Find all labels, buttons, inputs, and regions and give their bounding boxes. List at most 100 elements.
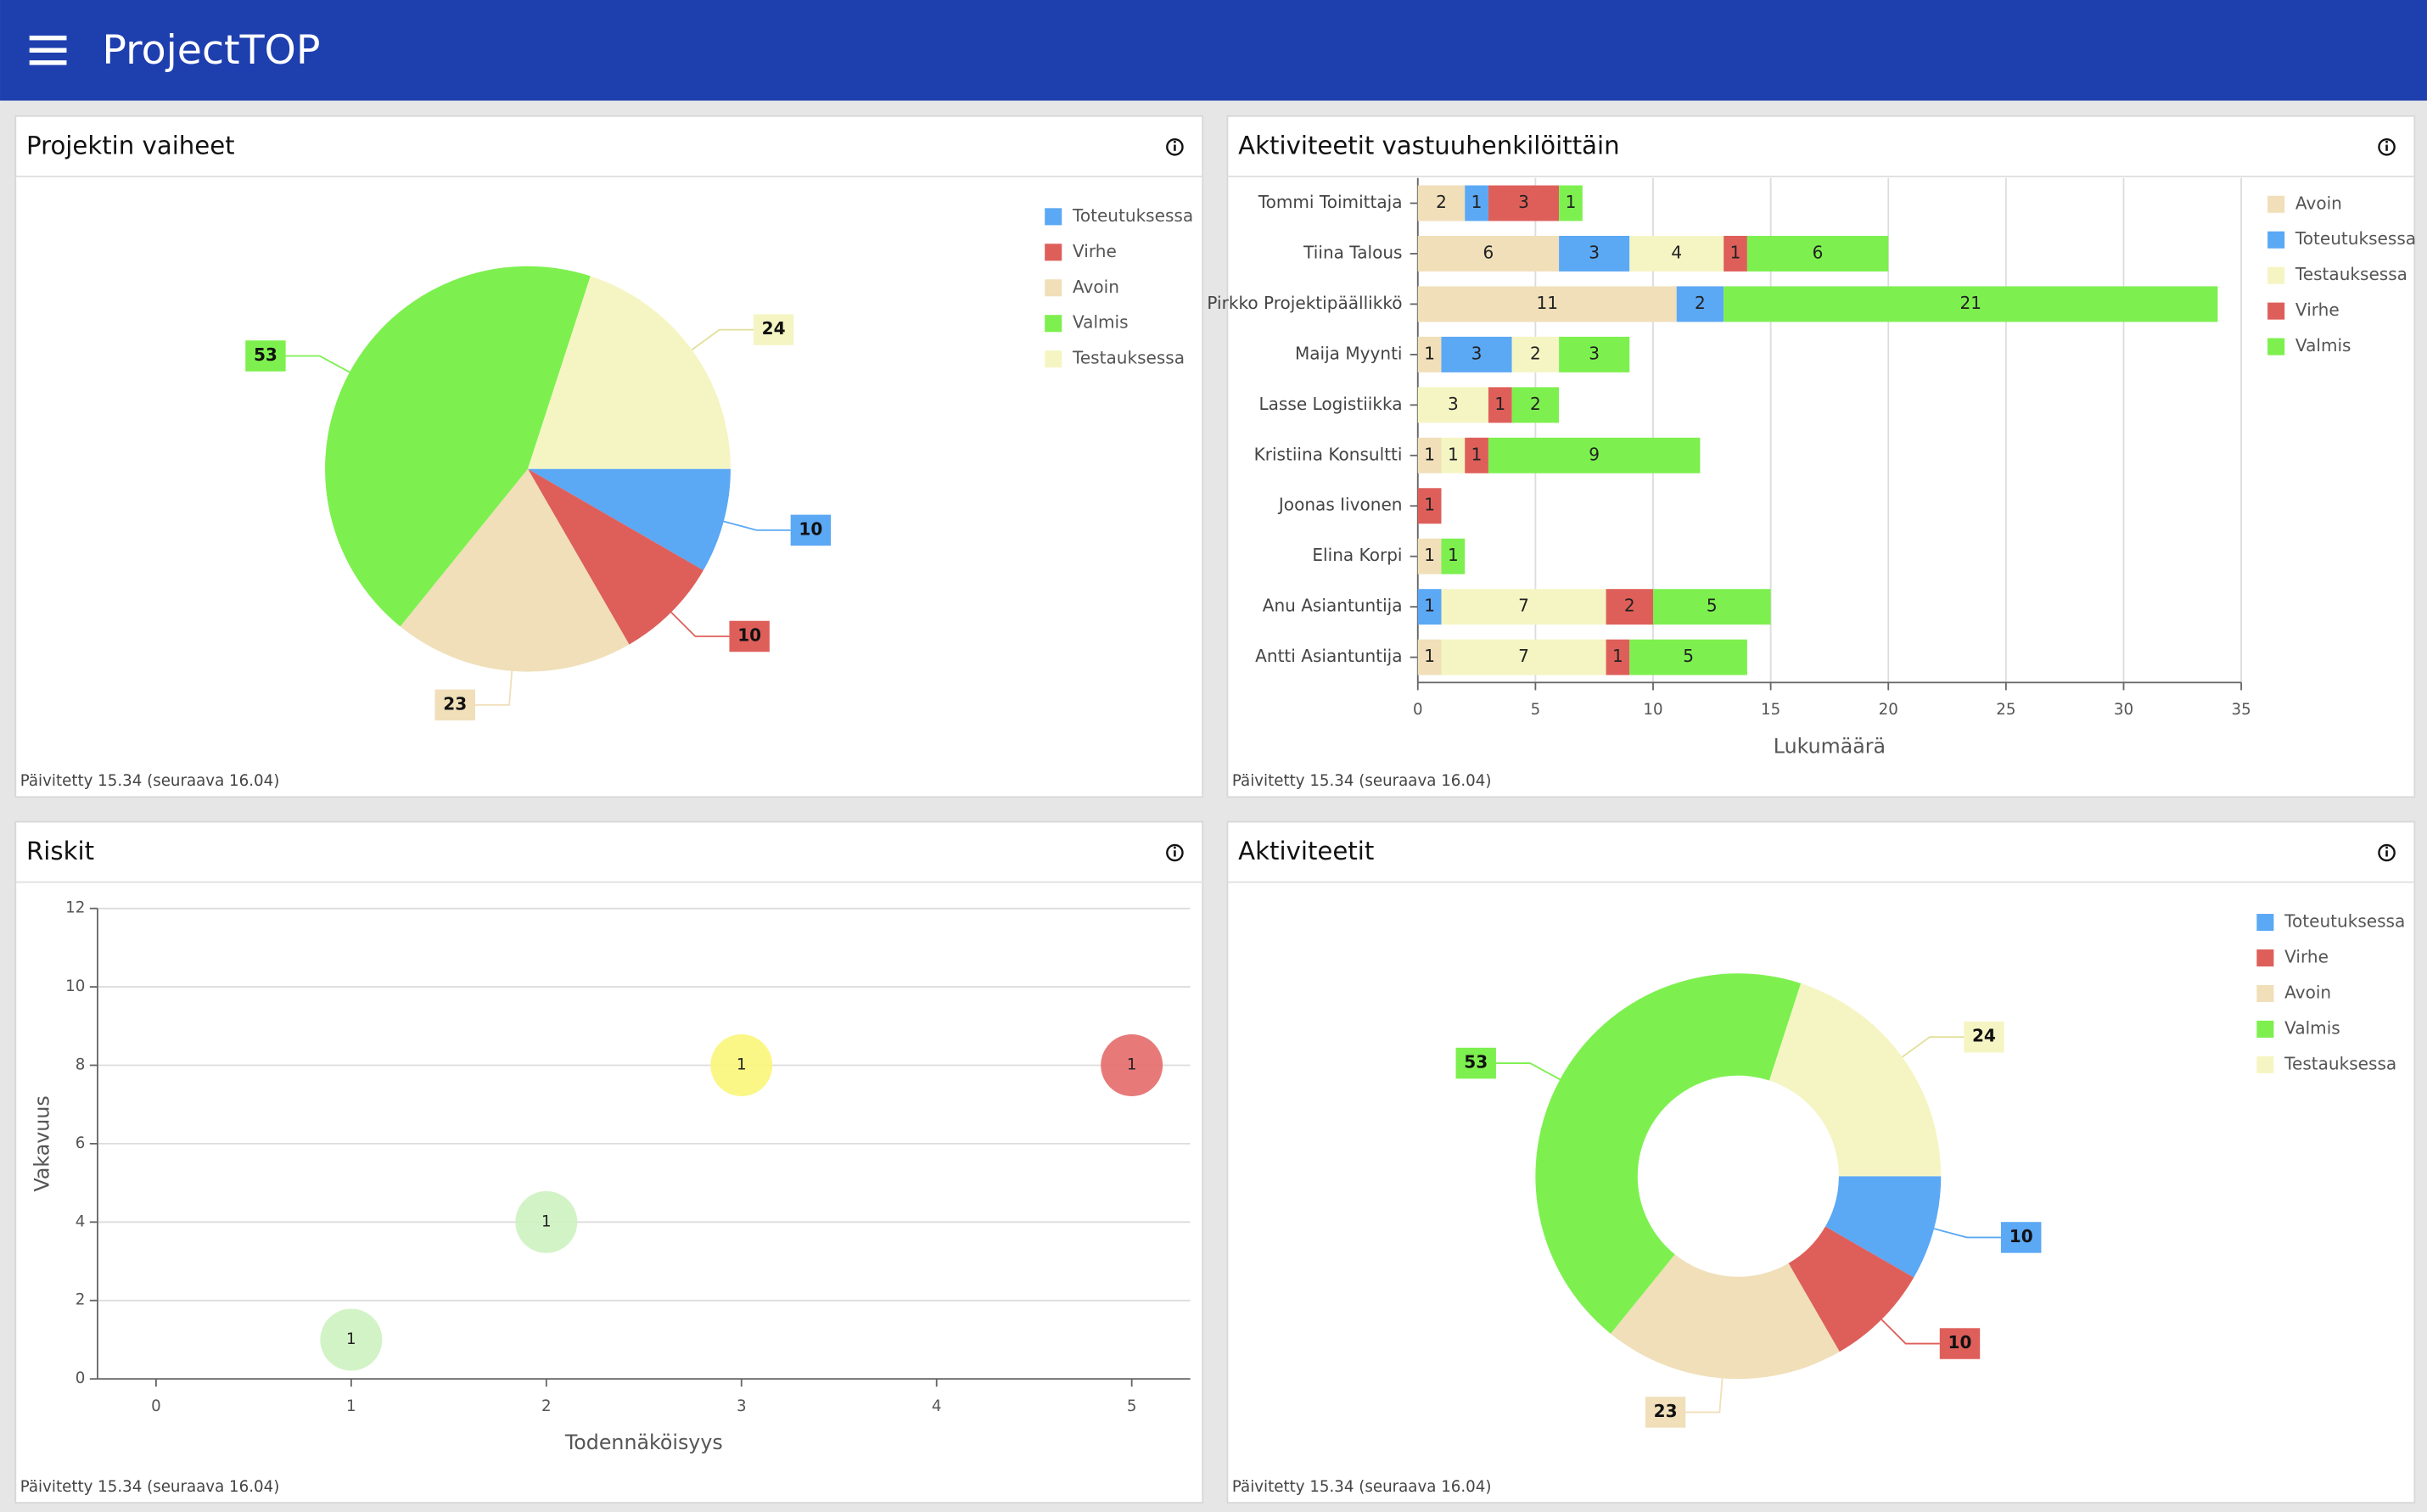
bar-segment[interactable]	[1417, 437, 1442, 473]
value-label: 2	[1436, 192, 1447, 212]
bar-segment[interactable]	[1629, 639, 1747, 675]
y-tick-label: 2	[76, 1291, 86, 1309]
bar-segment[interactable]	[1417, 538, 1442, 574]
value-label: 1	[1471, 192, 1483, 212]
y-tick-label: Kristiina Konsultti	[1254, 444, 1403, 464]
y-tick-label: Lasse Logistiikka	[1258, 394, 1402, 414]
value-label: 3	[1589, 343, 1600, 363]
value-label: 6	[1483, 242, 1494, 262]
bar-segment[interactable]	[1606, 639, 1630, 675]
bar-segment[interactable]	[1511, 387, 1560, 423]
slice[interactable]	[1610, 1254, 1840, 1380]
panel	[14, 820, 1204, 1504]
slice[interactable]	[1768, 983, 1942, 1177]
legend-swatch	[1045, 350, 1062, 368]
bar-segment[interactable]	[1724, 286, 2218, 322]
bubble[interactable]	[710, 1034, 773, 1096]
x-tick-label: 0	[151, 1397, 161, 1415]
bar-segment[interactable]	[1441, 589, 1606, 625]
bar-segment[interactable]	[1746, 235, 1889, 272]
menu-button[interactable]	[29, 35, 67, 65]
label-leader	[1902, 1036, 1965, 1058]
value-label: 2	[1530, 343, 1541, 363]
bubble[interactable]	[1101, 1034, 1163, 1096]
bubble[interactable]	[320, 1308, 383, 1371]
x-tick-label: 30	[2114, 701, 2133, 719]
label-box	[1455, 1047, 1496, 1079]
bar-segment[interactable]	[1441, 538, 1466, 574]
slice[interactable]	[400, 468, 630, 672]
label-box	[1645, 1397, 1686, 1428]
y-tick-label: Elina Korpi	[1312, 545, 1402, 565]
bar-segment[interactable]	[1606, 589, 1654, 625]
legend-swatch	[1045, 279, 1062, 297]
info-icon[interactable]	[1166, 137, 1184, 156]
value-label: 9	[1589, 444, 1600, 464]
value-label: 24	[762, 318, 786, 339]
label-box	[1964, 1021, 2004, 1053]
slice[interactable]	[1535, 973, 1802, 1334]
info-icon-stem	[1174, 144, 1176, 151]
bar-segment[interactable]	[1559, 336, 1630, 372]
info-icon[interactable]	[2378, 843, 2396, 862]
bar-segment[interactable]	[1676, 286, 1724, 322]
bar-segment[interactable]	[1488, 437, 1701, 473]
panel-title: Aktiviteetit	[1238, 837, 1374, 865]
bar-segment[interactable]	[1441, 336, 1512, 372]
legend-swatch	[2256, 914, 2274, 932]
bar-segment[interactable]	[1511, 336, 1560, 372]
label-leader	[723, 520, 791, 531]
legend-swatch	[2267, 302, 2285, 320]
legend-label: Valmis	[2284, 1017, 2340, 1038]
bar-segment[interactable]	[1441, 639, 1606, 675]
panel-footer: Päivitetty 15.34 (seuraava 16.04)	[20, 772, 280, 790]
value-label: 1	[1448, 545, 1459, 565]
bar-segment[interactable]	[1465, 185, 1488, 221]
slice[interactable]	[527, 468, 703, 645]
y-tick-label: Joonas Iivonen	[1277, 495, 1403, 515]
bar-segment[interactable]	[1417, 639, 1442, 675]
info-icon[interactable]	[1166, 843, 1184, 862]
x-tick-label: 35	[2232, 701, 2251, 719]
value-label: 7	[1518, 596, 1529, 616]
slice[interactable]	[325, 266, 591, 627]
bar-segment[interactable]	[1724, 235, 1747, 272]
bubble-label: 1	[1127, 1056, 1137, 1073]
info-icon[interactable]	[2378, 137, 2396, 156]
bar-segment[interactable]	[1465, 437, 1488, 473]
bar-segment[interactable]	[1559, 235, 1630, 272]
label-leader	[1881, 1319, 1940, 1345]
y-tick-label: 6	[76, 1134, 86, 1152]
y-tick-label: 10	[65, 977, 85, 995]
slice[interactable]	[1824, 1176, 1942, 1278]
bar-segment[interactable]	[1417, 185, 1466, 221]
x-tick-label: 1	[346, 1397, 356, 1415]
bar-segment[interactable]	[1417, 336, 1442, 372]
bar-segment[interactable]	[1441, 437, 1466, 473]
value-label: 1	[1730, 242, 1741, 262]
value-label: 1	[1424, 495, 1435, 515]
info-icon-dot	[1174, 846, 1176, 849]
bar-segment[interactable]	[1417, 488, 1442, 524]
value-label: 10	[1948, 1332, 1972, 1352]
bar-segment[interactable]	[1488, 387, 1512, 423]
bar-segment[interactable]	[1559, 185, 1583, 221]
bar-segment[interactable]	[1417, 387, 1488, 423]
bubble-label: 1	[541, 1212, 552, 1230]
bar-segment[interactable]	[1417, 286, 1677, 322]
bar-segment[interactable]	[1488, 185, 1560, 221]
slice[interactable]	[527, 468, 731, 571]
value-label: 1	[1448, 444, 1459, 464]
bar-segment[interactable]	[1653, 589, 1771, 625]
menu-line	[29, 35, 67, 41]
y-tick-label: 0	[76, 1369, 86, 1387]
bar-segment[interactable]	[1629, 235, 1724, 272]
bar-segment[interactable]	[1417, 235, 1560, 272]
label-leader	[1933, 1228, 2002, 1239]
bubble[interactable]	[515, 1190, 578, 1253]
bar-segment[interactable]	[1417, 589, 1442, 625]
slice[interactable]	[1788, 1226, 1914, 1352]
panel-footer: Päivitetty 15.34 (seuraava 16.04)	[20, 1478, 280, 1496]
slice[interactable]	[527, 276, 731, 469]
